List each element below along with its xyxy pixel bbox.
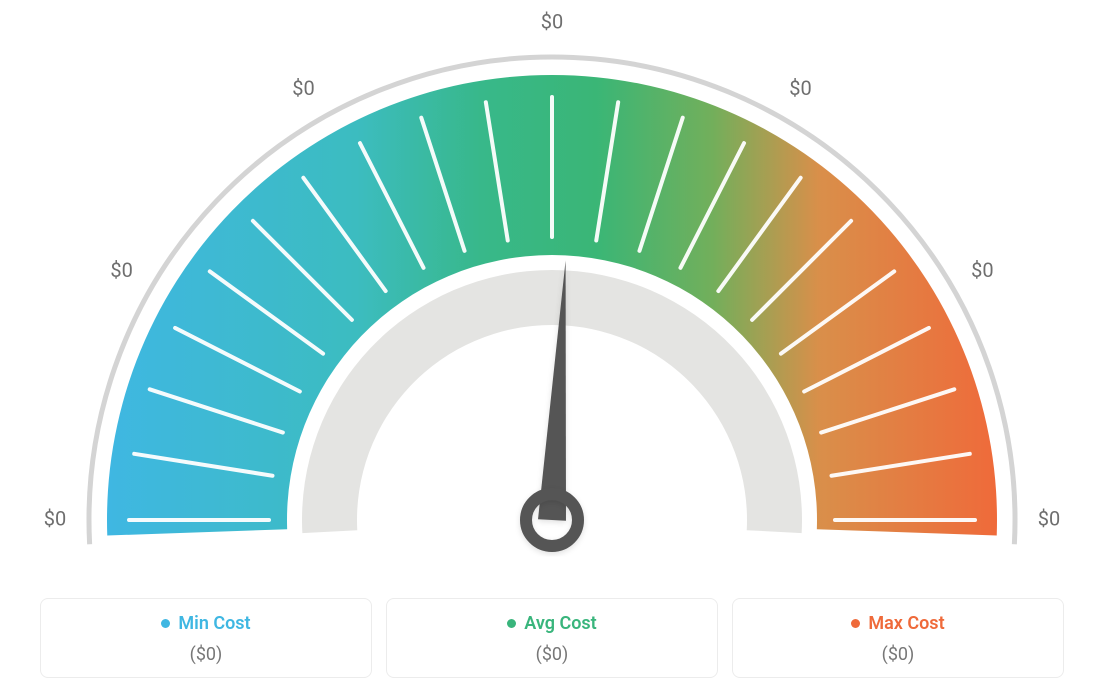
svg-text:$0: $0: [789, 76, 811, 100]
dot-icon: [507, 619, 516, 628]
svg-text:$0: $0: [971, 258, 993, 282]
dot-icon: [851, 619, 860, 628]
cost-gauge-widget: $0 $0 $0 $0 $0 $0 $0 Min Cost ($0) Avg Cost ($…: [0, 0, 1104, 690]
legend-value-min: ($0): [49, 644, 363, 665]
legend-label-avg: Avg Cost: [524, 613, 596, 634]
gauge-svg: $0 $0 $0 $0 $0 $0 $0: [0, 0, 1104, 570]
legend-card-avg: Avg Cost ($0): [386, 598, 718, 678]
legend-value-max: ($0): [741, 644, 1055, 665]
legend-top-min: Min Cost: [161, 613, 250, 634]
legend-card-max: Max Cost ($0): [732, 598, 1064, 678]
legend-card-min: Min Cost ($0): [40, 598, 372, 678]
legend-value-avg: ($0): [395, 644, 709, 665]
legend-label-min: Min Cost: [178, 613, 250, 634]
gauge-area: $0 $0 $0 $0 $0 $0 $0: [0, 0, 1104, 570]
legend-row: Min Cost ($0) Avg Cost ($0) Max Cost ($0…: [0, 598, 1104, 690]
legend-top-max: Max Cost: [851, 613, 944, 634]
svg-text:$0: $0: [541, 9, 563, 33]
svg-text:$0: $0: [1038, 506, 1060, 530]
svg-text:$0: $0: [110, 258, 132, 282]
legend-label-max: Max Cost: [868, 613, 944, 634]
dot-icon: [161, 619, 170, 628]
svg-text:$0: $0: [292, 76, 314, 100]
svg-text:$0: $0: [44, 506, 66, 530]
legend-top-avg: Avg Cost: [507, 613, 596, 634]
